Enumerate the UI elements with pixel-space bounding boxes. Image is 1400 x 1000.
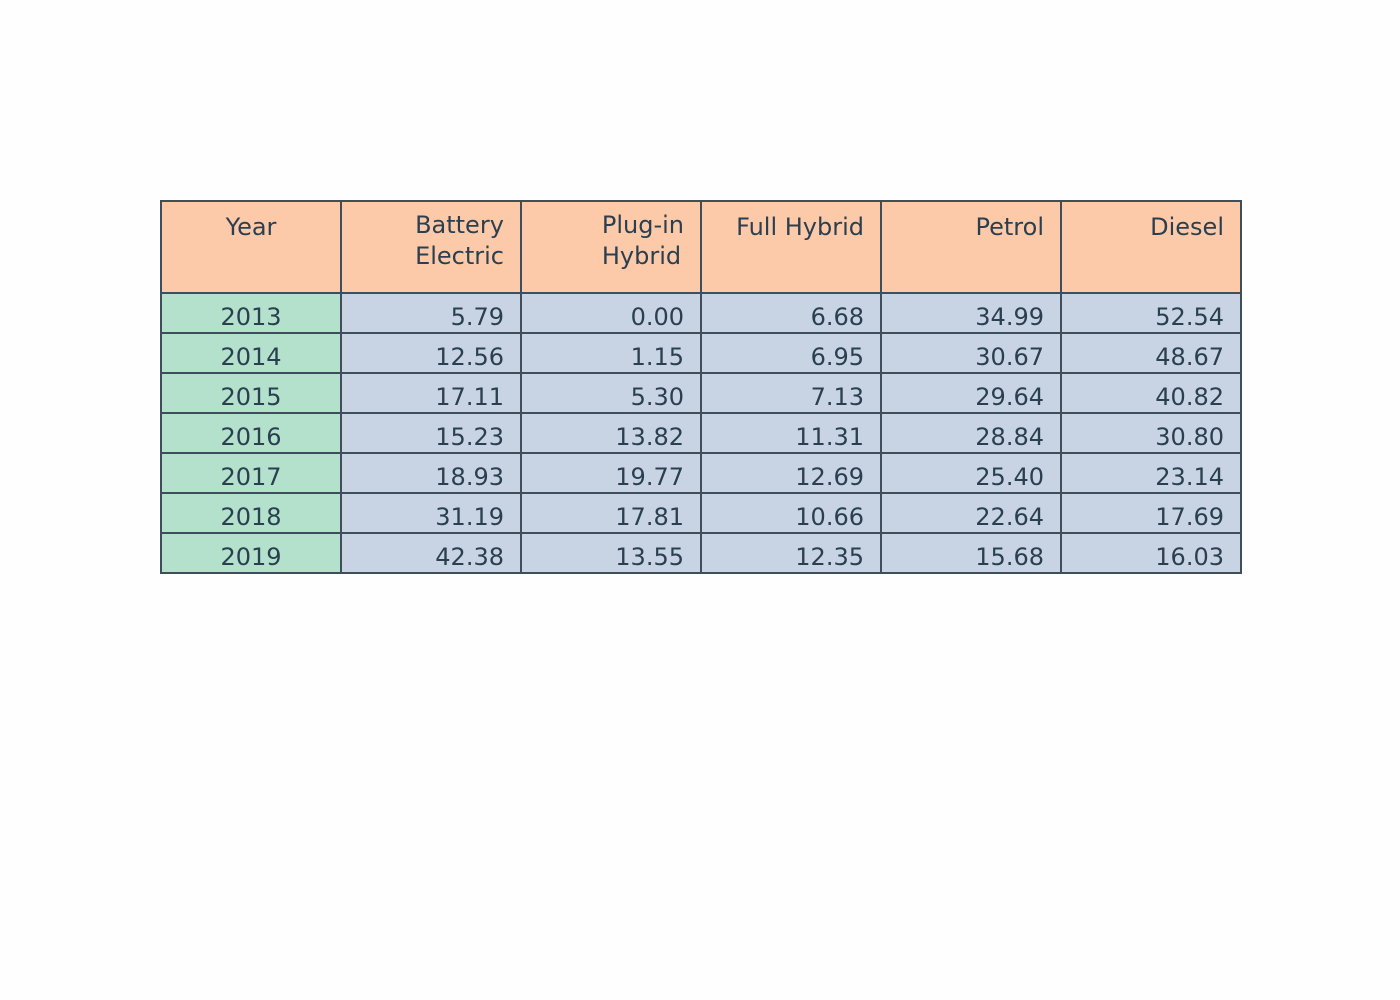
header-diesel: Diesel <box>1060 200 1242 294</box>
cell-petrol: 22.64 <box>880 492 1062 534</box>
cell-plug-in-hybrid: 0.00 <box>520 292 702 334</box>
data-table-container: Year Battery Electric Plug-in Hybrid Full … <box>160 200 1242 574</box>
cell-year: 2019 <box>160 532 342 574</box>
cell-full-hybrid: 6.68 <box>700 292 882 334</box>
cell-year: 2015 <box>160 372 342 414</box>
header-line: Full Hybrid <box>736 213 864 241</box>
cell-diesel: 23.14 <box>1060 452 1242 494</box>
cell-plug-in-hybrid: 5.30 <box>520 372 702 414</box>
header-row: Year Battery Electric Plug-in Hybrid Full … <box>160 200 1242 294</box>
cell-diesel: 30.80 <box>1060 412 1242 454</box>
header-petrol: Petrol <box>880 200 1062 294</box>
header-line: Electric <box>415 242 504 270</box>
cell-plug-in-hybrid: 19.77 <box>520 452 702 494</box>
cell-petrol: 28.84 <box>880 412 1062 454</box>
header-year-label: Year <box>225 213 277 241</box>
header-line: Diesel <box>1150 213 1224 241</box>
cell-petrol: 15.68 <box>880 532 1062 574</box>
cell-plug-in-hybrid: 13.82 <box>520 412 702 454</box>
cell-full-hybrid: 7.13 <box>700 372 882 414</box>
cell-petrol: 30.67 <box>880 332 1062 374</box>
header-year: Year <box>160 200 342 294</box>
cell-battery-electric: 12.56 <box>340 332 522 374</box>
header-line: Hybrid <box>601 242 682 270</box>
table-body: 2013 5.79 0.00 6.68 34.99 52.54 2014 12.56 1.15 6… <box>160 292 1242 574</box>
data-table: Year Battery Electric Plug-in Hybrid Full … <box>160 200 1242 574</box>
cell-battery-electric: 42.38 <box>340 532 522 574</box>
cell-full-hybrid: 12.69 <box>700 452 882 494</box>
cell-battery-electric: 15.23 <box>340 412 522 454</box>
header-plug-in-hybrid: Plug-in Hybrid <box>520 200 702 294</box>
cell-full-hybrid: 10.66 <box>700 492 882 534</box>
cell-diesel: 48.67 <box>1060 332 1242 374</box>
header-line: Petrol <box>975 213 1044 241</box>
header-line: Battery <box>415 211 504 239</box>
table-header: Year Battery Electric Plug-in Hybrid Full … <box>160 200 1242 294</box>
table-row: 2018 31.19 17.81 10.66 22.64 17.69 <box>160 492 1242 534</box>
cell-year: 2016 <box>160 412 342 454</box>
cell-year: 2013 <box>160 292 342 334</box>
table-row: 2019 42.38 13.55 12.35 15.68 16.03 <box>160 532 1242 574</box>
header-line: Plug-in <box>601 211 684 239</box>
cell-plug-in-hybrid: 1.15 <box>520 332 702 374</box>
header-full-hybrid: Full Hybrid <box>700 200 882 294</box>
cell-year: 2017 <box>160 452 342 494</box>
table-row: 2017 18.93 19.77 12.69 25.40 23.14 <box>160 452 1242 494</box>
cell-diesel: 52.54 <box>1060 292 1242 334</box>
cell-battery-electric: 31.19 <box>340 492 522 534</box>
cell-full-hybrid: 11.31 <box>700 412 882 454</box>
cell-plug-in-hybrid: 17.81 <box>520 492 702 534</box>
cell-diesel: 16.03 <box>1060 532 1242 574</box>
cell-diesel: 40.82 <box>1060 372 1242 414</box>
cell-petrol: 34.99 <box>880 292 1062 334</box>
cell-petrol: 29.64 <box>880 372 1062 414</box>
cell-battery-electric: 5.79 <box>340 292 522 334</box>
table-row: 2015 17.11 5.30 7.13 29.64 40.82 <box>160 372 1242 414</box>
header-battery-electric: Battery Electric <box>340 200 522 294</box>
cell-year: 2014 <box>160 332 342 374</box>
cell-plug-in-hybrid: 13.55 <box>520 532 702 574</box>
table-row: 2014 12.56 1.15 6.95 30.67 48.67 <box>160 332 1242 374</box>
cell-full-hybrid: 6.95 <box>700 332 882 374</box>
cell-full-hybrid: 12.35 <box>700 532 882 574</box>
table-row: 2016 15.23 13.82 11.31 28.84 30.80 <box>160 412 1242 454</box>
cell-year: 2018 <box>160 492 342 534</box>
table-row: 2013 5.79 0.00 6.68 34.99 52.54 <box>160 292 1242 334</box>
cell-battery-electric: 17.11 <box>340 372 522 414</box>
cell-petrol: 25.40 <box>880 452 1062 494</box>
cell-diesel: 17.69 <box>1060 492 1242 534</box>
cell-battery-electric: 18.93 <box>340 452 522 494</box>
